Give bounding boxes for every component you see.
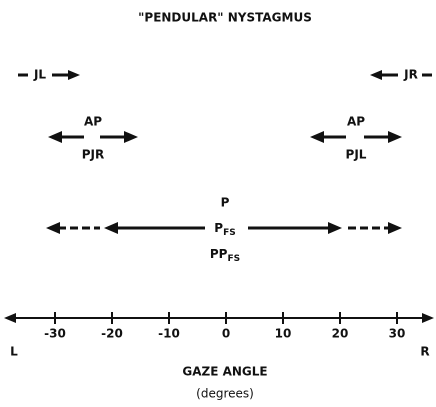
label: JR [403, 68, 418, 82]
arrow-head [68, 70, 80, 80]
label: JL [33, 68, 46, 82]
arrow-head [388, 131, 402, 143]
tick-label: 10 [275, 327, 292, 341]
tick-label: -10 [158, 327, 180, 341]
label: PJR [82, 148, 105, 162]
arrow-head [48, 131, 62, 143]
label: PP [210, 247, 228, 261]
arrow-head [422, 313, 434, 323]
arrow-head [46, 222, 60, 234]
label: P [221, 196, 230, 210]
label: PPFS [210, 247, 240, 264]
axis-unit: (degrees) [196, 387, 254, 401]
label: R [420, 345, 429, 359]
label: PJL [346, 148, 367, 162]
title: "PENDULAR" NYSTAGMUS [138, 11, 312, 25]
arrow-head [104, 222, 118, 234]
tick-label: 0 [222, 327, 230, 341]
label: L [10, 345, 18, 359]
arrow-head [124, 131, 138, 143]
ticks: -30 -20 -10 0 10 20 30 [44, 312, 405, 341]
label: P [214, 221, 223, 235]
arrow-head [310, 131, 324, 143]
label: AP [347, 115, 365, 129]
label: PFS [214, 221, 235, 238]
tick-label: -30 [44, 327, 66, 341]
arrow-head [370, 70, 382, 80]
arrow-head [328, 222, 342, 234]
axis-label: GAZE ANGLE [182, 365, 267, 379]
subscript: FS [223, 228, 236, 238]
arrow-head [388, 222, 402, 234]
tick-label: -20 [101, 327, 123, 341]
label: AP [84, 115, 102, 129]
tick-label: 20 [332, 327, 349, 341]
tick-label: 30 [389, 327, 406, 341]
arrow-head [4, 313, 16, 323]
subscript: FS [227, 254, 240, 264]
